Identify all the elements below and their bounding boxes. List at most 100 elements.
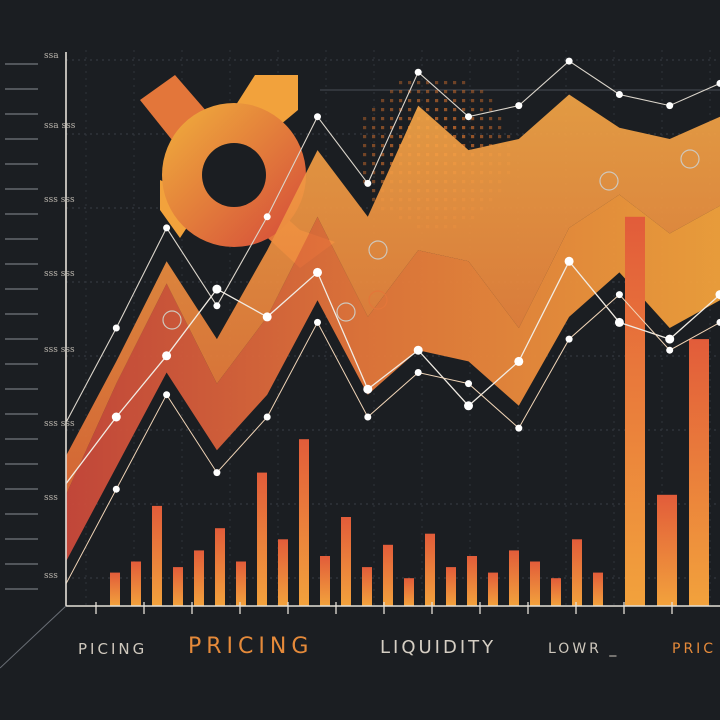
pattern-dot (453, 99, 457, 103)
pattern-dot (408, 108, 412, 112)
logo-hole (202, 143, 266, 207)
pattern-dot (444, 81, 448, 85)
pattern-dot (417, 90, 421, 94)
bar (131, 561, 141, 606)
data-point (515, 102, 523, 110)
bar (278, 539, 288, 606)
data-point (364, 413, 372, 421)
pattern-dot (363, 162, 367, 166)
coin-icon (336, 302, 356, 322)
pattern-dot (480, 117, 484, 121)
data-point (413, 345, 423, 355)
bar (488, 572, 498, 606)
pattern-dot (363, 126, 367, 130)
pricing-logo-icon (140, 75, 335, 268)
pattern-dot (372, 108, 376, 112)
data-point (111, 412, 121, 422)
coin-icons (162, 149, 700, 330)
pattern-dot (426, 81, 430, 85)
pattern-dot (462, 99, 466, 103)
bar (689, 339, 709, 606)
pattern-dot (444, 99, 448, 103)
pattern-dot (381, 153, 385, 157)
pattern-dot (489, 108, 493, 112)
bar-series (110, 216, 709, 607)
pattern-dot (372, 162, 376, 166)
bar (625, 216, 645, 607)
pattern-dot (381, 99, 385, 103)
pattern-dot (471, 108, 475, 112)
pattern-dot (453, 108, 457, 112)
pattern-dot (426, 99, 430, 103)
bar (509, 550, 519, 606)
y-tick-label: sss sss (44, 195, 75, 205)
pattern-dot (480, 144, 484, 148)
pattern-dot (390, 144, 394, 148)
data-point (614, 317, 624, 327)
pattern-dot (462, 81, 466, 85)
pattern-dot (390, 90, 394, 94)
pattern-dot (372, 189, 376, 193)
pattern-dot (471, 135, 475, 139)
axes: ssa ssa sss sss sss sss sss sss sss sss sss ss… (0, 51, 720, 669)
caption-picing: PICING (78, 640, 148, 658)
pattern-dot (381, 180, 385, 184)
data-point (464, 401, 473, 411)
data-point (715, 290, 720, 300)
bar (215, 528, 225, 606)
pattern-dot (444, 90, 448, 94)
pattern-dot (390, 99, 394, 103)
pattern-dot (435, 90, 439, 94)
pattern-dot (462, 126, 466, 130)
data-point (263, 213, 271, 221)
data-point (213, 469, 221, 477)
coin-icon (368, 290, 388, 310)
data-point (564, 256, 574, 266)
bar (467, 556, 477, 606)
pattern-dot (381, 108, 385, 112)
pattern-dot (480, 108, 484, 112)
pattern-dot (426, 90, 430, 94)
data-point (212, 284, 222, 294)
pattern-dot (480, 126, 484, 130)
pattern-dot (498, 117, 502, 121)
pattern-dot (507, 135, 511, 139)
data-point (414, 369, 422, 376)
pattern-dot (453, 117, 457, 121)
pattern-dot (372, 153, 376, 157)
y-tick-label: sss sss (44, 345, 75, 355)
coin-icon (599, 171, 619, 191)
bar (362, 567, 372, 606)
pattern-dot (462, 144, 466, 148)
y-tick-label: sss (44, 571, 58, 581)
data-point (414, 68, 422, 76)
bar (236, 561, 246, 606)
data-point (112, 324, 120, 332)
caption-pric: PRIC (672, 641, 717, 657)
data-point (465, 113, 472, 121)
pattern-dot (435, 117, 439, 121)
pattern-dot (363, 135, 367, 139)
pattern-dot (390, 108, 394, 112)
coin-icon (680, 149, 700, 169)
pattern-dot (381, 117, 385, 121)
pattern-dot (444, 108, 448, 112)
caption-pricing: PRICING (188, 634, 314, 659)
pattern-dot (372, 198, 376, 202)
line-series (65, 57, 720, 585)
data-point (314, 113, 321, 121)
pattern-dot (408, 117, 412, 121)
pattern-dot (381, 135, 385, 139)
series-line (65, 293, 720, 585)
data-point (615, 91, 623, 98)
bar (299, 439, 309, 606)
bar (341, 517, 351, 606)
pattern-dot (435, 108, 439, 112)
pattern-dot (381, 144, 385, 148)
pattern-dot (372, 117, 376, 121)
pattern-dot (363, 117, 367, 121)
bar (320, 556, 330, 606)
pattern-dot (381, 162, 385, 166)
pattern-dot (399, 81, 403, 85)
pattern-dot (480, 135, 484, 139)
